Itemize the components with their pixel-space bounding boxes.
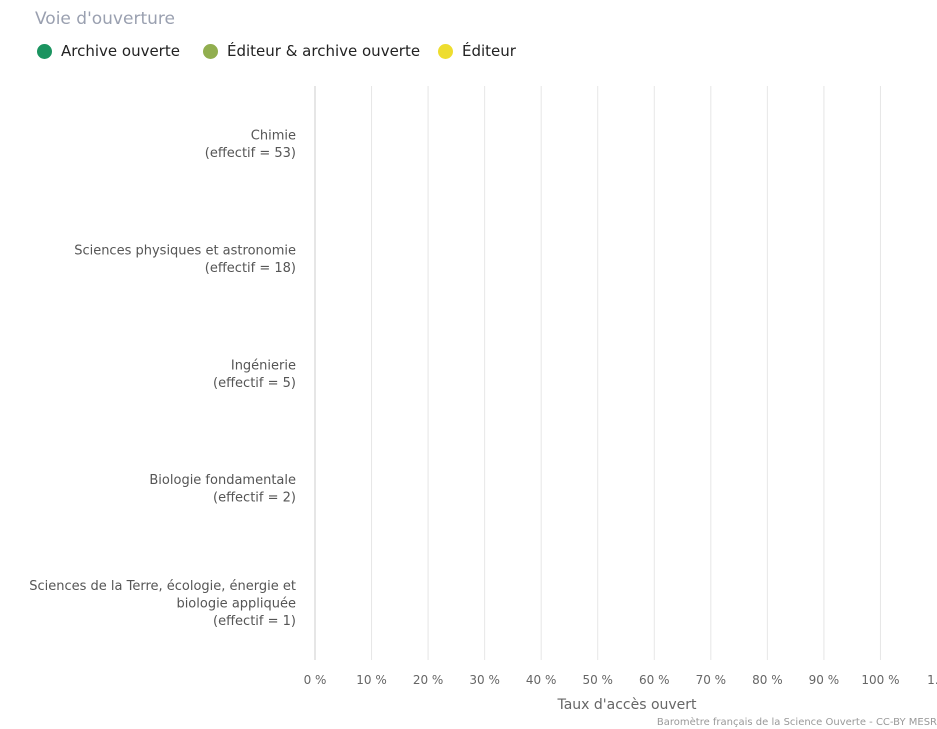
x-tick-label: 80 % [752, 673, 783, 687]
category-label-line: Sciences de la Terre, écologie, énergie … [29, 579, 296, 594]
x-tick-label: 60 % [639, 673, 670, 687]
category-label-line: Biologie fondamentale [149, 473, 296, 488]
x-tick-label: 40 % [526, 673, 557, 687]
x-tick-label: 10 % [356, 673, 387, 687]
category-label: Biologie fondamentale (effectif = 2) [149, 473, 296, 506]
category-label: Ingénierie (effectif = 5) [213, 358, 296, 391]
x-axis-title: Taux d'accès ouvert [556, 697, 697, 713]
x-tick-label: 20 % [413, 673, 444, 687]
x-tick-label: 1… [927, 673, 937, 687]
x-tick-label: 70 % [696, 673, 727, 687]
category-label-line: (effectif = 2) [213, 491, 296, 506]
legend-label-archive-ouverte: Archive ouverte [61, 42, 180, 60]
legend-label-editeur-archive-ouverte: Éditeur & archive ouverte [227, 42, 421, 60]
category-label-line: (effectif = 5) [213, 376, 296, 391]
category-label: Sciences physiques et astronomie (effecti… [74, 243, 296, 276]
x-tick-label: 30 % [469, 673, 500, 687]
legend-label-editeur: Éditeur [462, 42, 516, 60]
category-label-line: Ingénierie [231, 358, 296, 373]
legend-dot-editeur [438, 44, 453, 59]
legend-dot-archive-ouverte [37, 44, 52, 59]
category-label-line: (effectif = 1) [213, 614, 296, 629]
category-label: Sciences de la Terre, écologie, énergie … [29, 579, 296, 629]
category-label-line: Sciences physiques et astronomie [74, 243, 296, 258]
category-label-line: biologie appliquée [176, 597, 296, 612]
legend-dot-editeur-archive-ouverte [203, 44, 218, 59]
x-tick-label: 90 % [809, 673, 840, 687]
legend-title: Voie d'ouverture [35, 9, 175, 29]
category-label-line: (effectif = 18) [205, 261, 296, 276]
credit-text: Baromètre français de la Science Ouverte… [656, 717, 937, 728]
x-tick-label: 0 % [304, 673, 327, 687]
x-tick-label: 50 % [582, 673, 613, 687]
category-label-line: Chimie [251, 129, 296, 144]
x-tick-label: 100 % [861, 673, 899, 687]
category-label-line: (effectif = 53) [205, 146, 296, 161]
category-label: Chimie (effectif = 53) [205, 129, 296, 162]
